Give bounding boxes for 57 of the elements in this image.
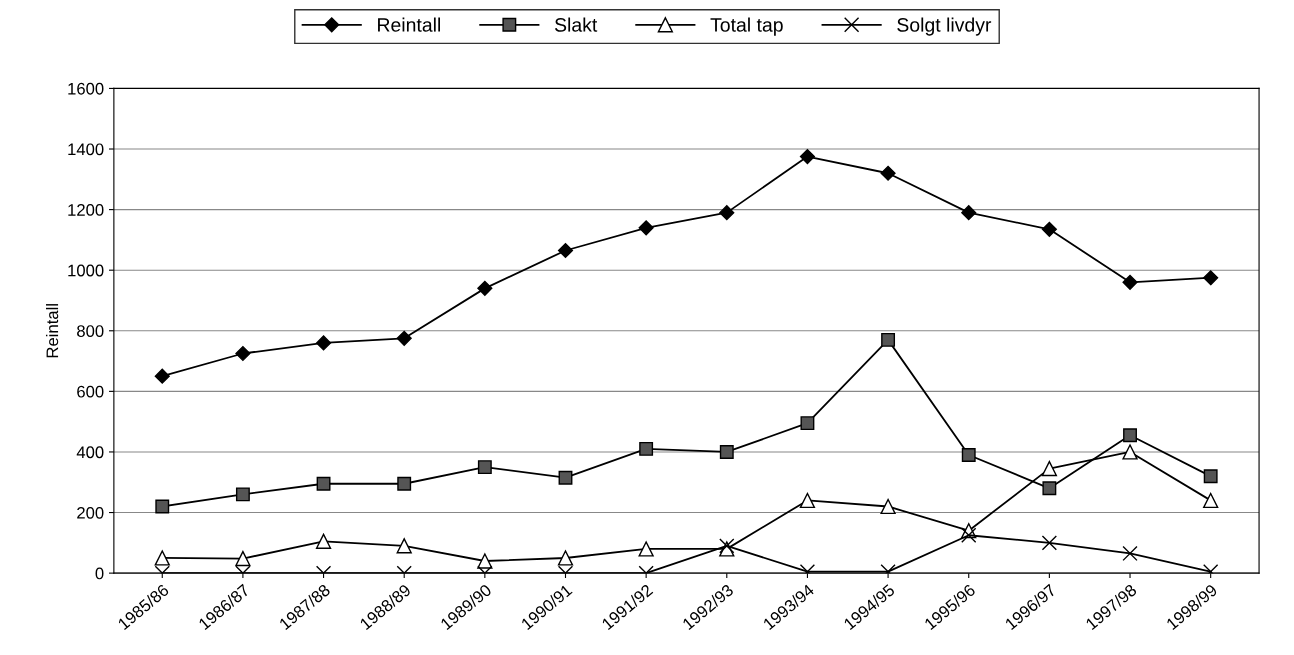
- y-tick-label: 0: [95, 567, 104, 580]
- y-axis-title: Reintall: [45, 304, 59, 358]
- y-tick-label: 800: [77, 325, 104, 337]
- point: [396, 330, 412, 346]
- point: [315, 335, 332, 351]
- point: [154, 368, 170, 384]
- legend-label: Reintall: [378, 17, 440, 32]
- point: [1203, 492, 1219, 509]
- point: [154, 550, 170, 566]
- point: [880, 165, 896, 181]
- point: [557, 242, 574, 259]
- point: [719, 205, 735, 221]
- point: [961, 205, 977, 221]
- y-tick-label: 1000: [68, 264, 104, 277]
- point: [155, 499, 170, 514]
- point: [1041, 535, 1058, 551]
- point: [1041, 221, 1057, 237]
- point: [961, 527, 977, 543]
- point: [881, 332, 896, 347]
- point: [638, 541, 654, 557]
- point: [477, 460, 492, 475]
- point: [1122, 444, 1138, 460]
- point: [1041, 460, 1058, 477]
- legend-label: Slakt: [554, 17, 598, 32]
- point: [638, 220, 654, 236]
- point: [1203, 270, 1219, 286]
- point: [800, 416, 815, 431]
- point: [558, 470, 573, 485]
- point: [799, 149, 816, 165]
- point: [397, 476, 412, 491]
- point: [880, 498, 896, 515]
- point: [235, 550, 251, 567]
- point: [235, 345, 251, 362]
- point: [639, 441, 654, 456]
- y-tick-label: 600: [77, 385, 104, 398]
- y-tick-label: 1600: [68, 82, 104, 95]
- y-tick-label: 1200: [68, 204, 104, 216]
- point: [1122, 274, 1138, 290]
- point: [1123, 428, 1137, 443]
- point: [557, 550, 574, 566]
- point: [1203, 469, 1218, 484]
- point: [315, 533, 332, 549]
- y-tick-label: 200: [77, 506, 104, 519]
- point: [719, 445, 734, 459]
- legend-label: Total tap: [710, 17, 783, 36]
- point: [799, 492, 816, 509]
- point: [961, 448, 976, 462]
- point: [477, 280, 493, 296]
- point: [316, 476, 331, 491]
- point: [477, 553, 493, 569]
- point: [235, 487, 250, 502]
- legend-label: Solgt livdyr: [897, 17, 992, 36]
- y-tick-label: 1400: [68, 143, 104, 156]
- point: [1122, 545, 1138, 562]
- point: [1042, 481, 1057, 496]
- point: [396, 538, 412, 554]
- y-tick-label: 400: [76, 446, 104, 459]
